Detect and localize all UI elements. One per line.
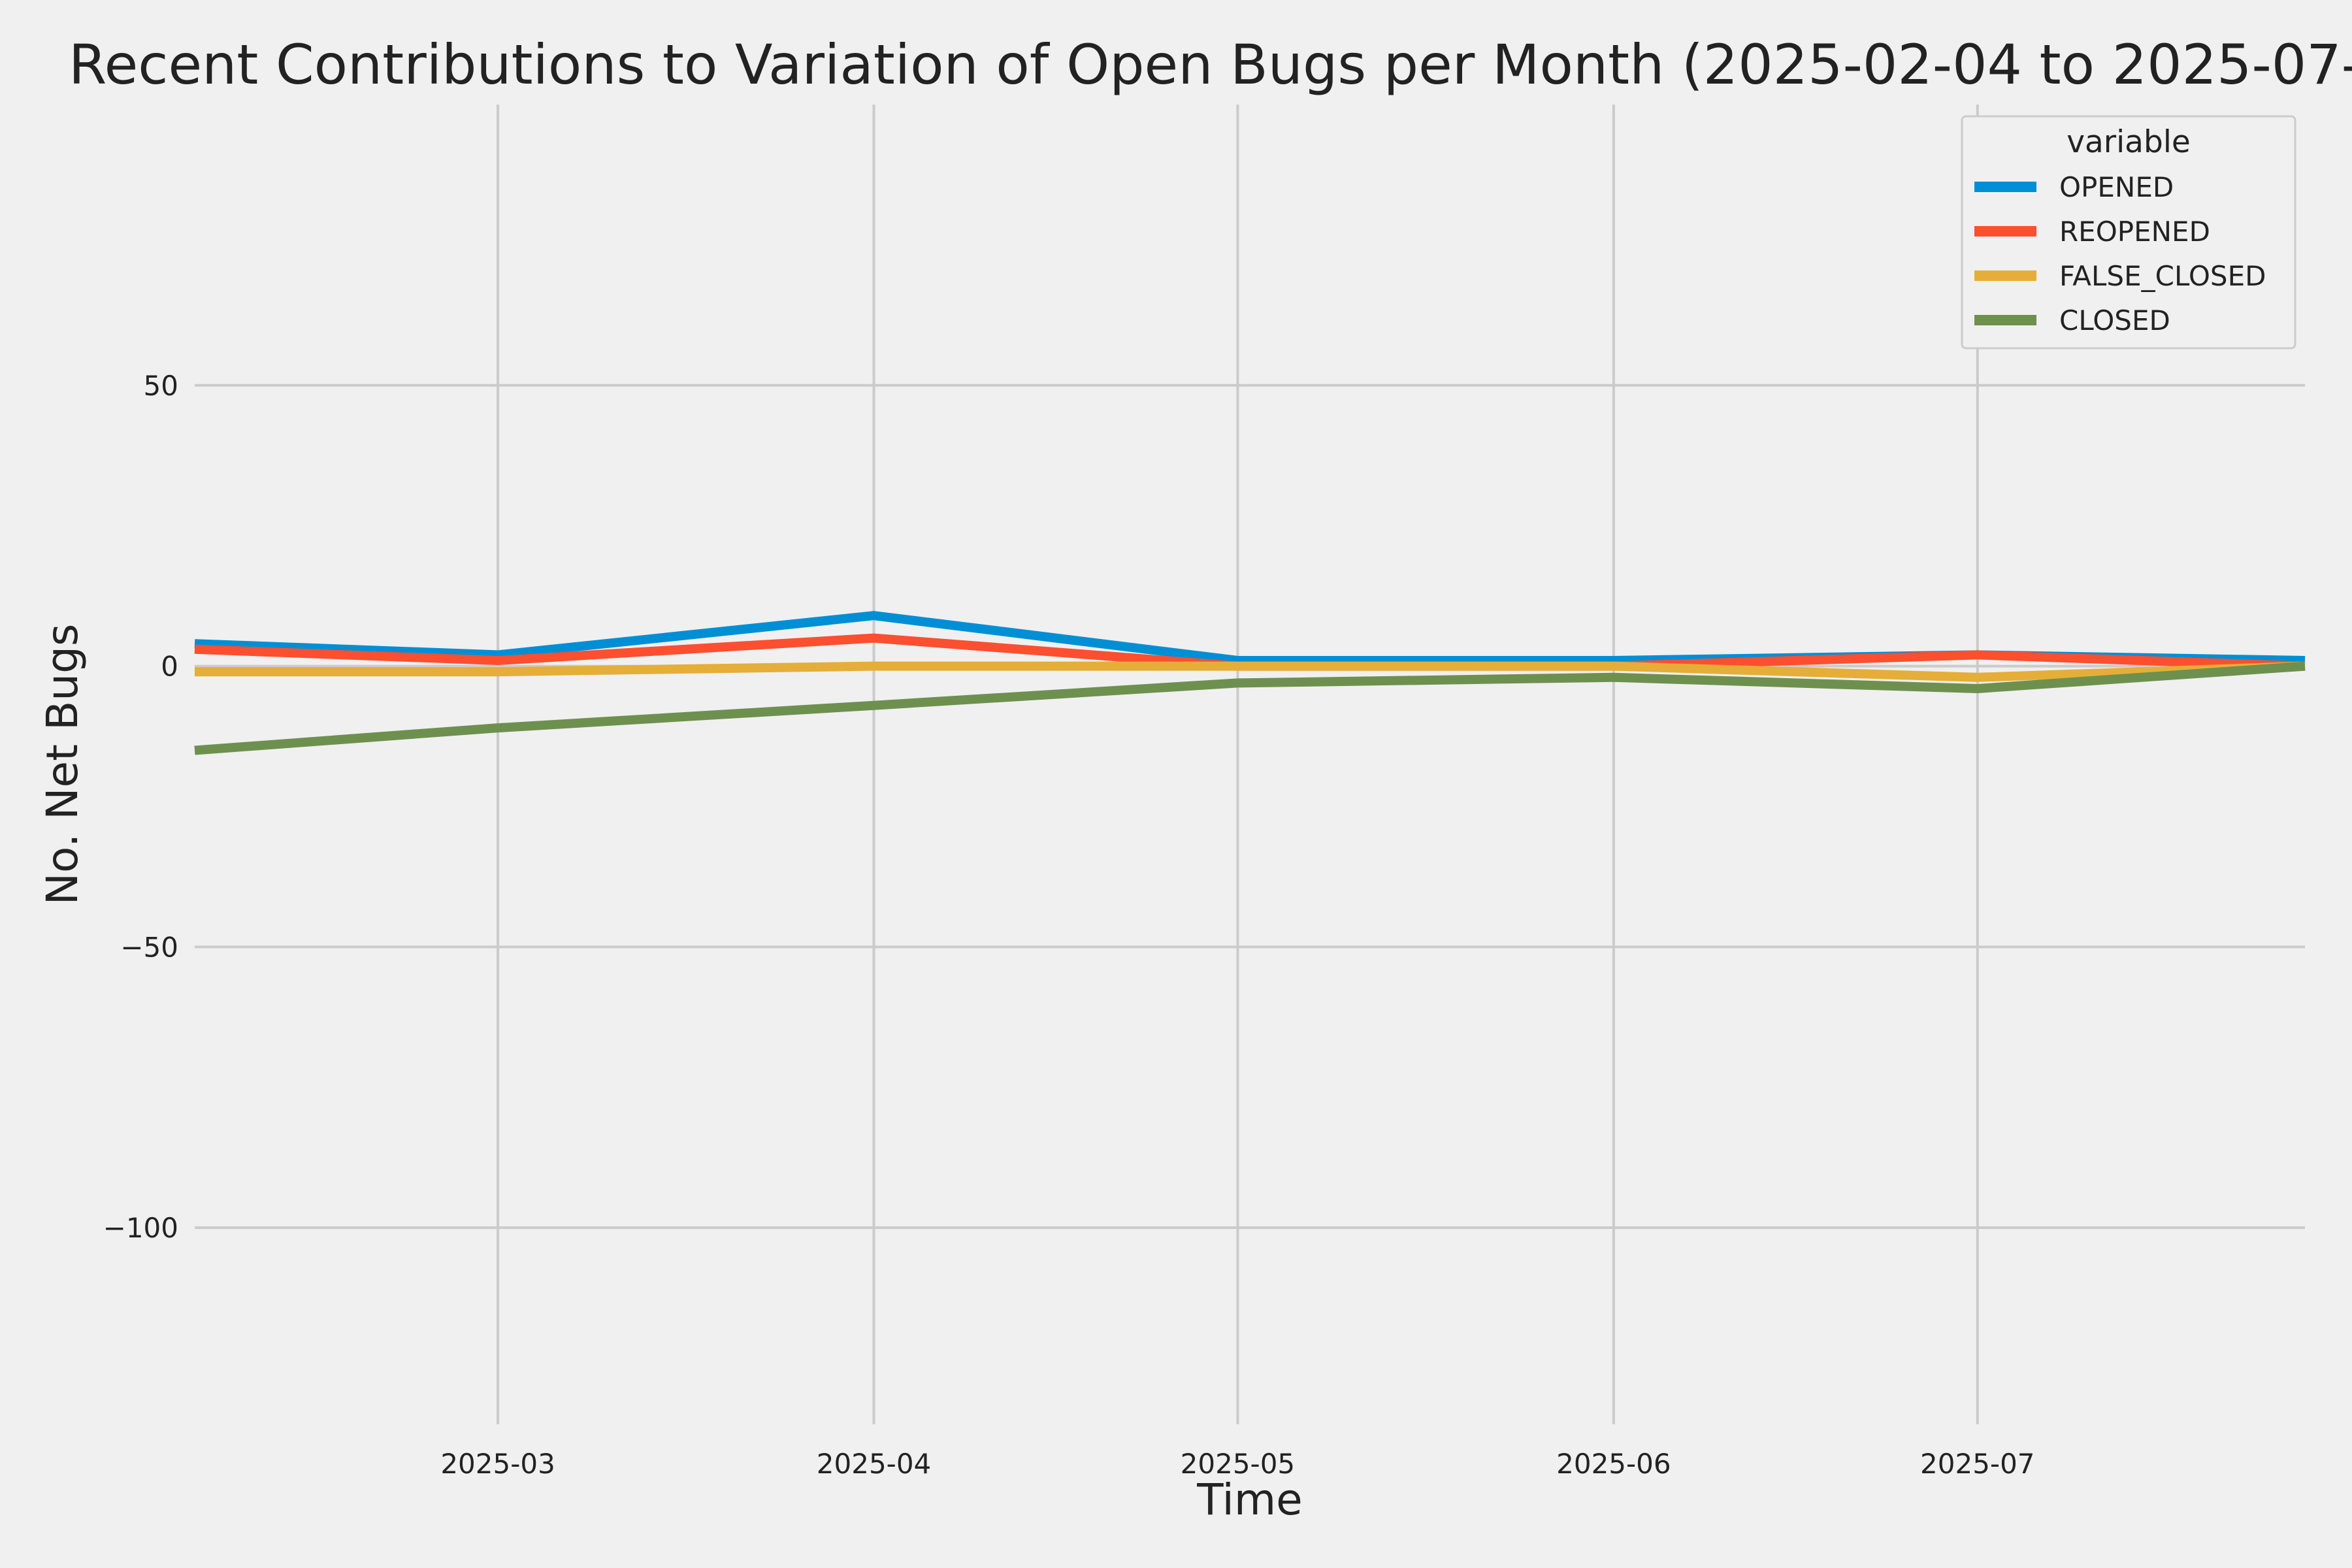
legend-label: FALSE_CLOSED xyxy=(2059,260,2266,292)
x-tick-label: 2025-06 xyxy=(1556,1448,1671,1480)
y-tick-label: −50 xyxy=(120,931,178,963)
legend-box xyxy=(1961,115,2296,350)
chart-title: Recent Contributions to Variation of Ope… xyxy=(69,33,2352,97)
y-tick-label: 50 xyxy=(144,370,178,402)
series-lines xyxy=(194,611,2306,755)
legend-label: REOPENED xyxy=(2059,216,2210,248)
axes: 50 0 −50 −100 2025-03 2025-04 2025-05 2025-06 20… xyxy=(103,370,2035,1480)
y-axis-label: No. Net Bugs xyxy=(37,624,88,906)
y-tick-label: 0 xyxy=(161,651,178,683)
x-tick-label: 2025-04 xyxy=(817,1448,932,1480)
x-axis-label: Time xyxy=(1196,1475,1303,1525)
legend: variable OPENED REOPENED FALSE_CLOSED CLOSE… xyxy=(1961,115,2296,350)
legend-label: CLOSED xyxy=(2059,304,2170,336)
x-tick-label: 2025-05 xyxy=(1181,1448,1296,1480)
grid xyxy=(195,105,2305,1424)
y-tick-label: −100 xyxy=(103,1212,178,1244)
series-line-closed xyxy=(194,661,2306,755)
legend-items: OPENED REOPENED FALSE_CLOSED CLOSED xyxy=(1974,171,2266,336)
x-tick-label: 2025-07 xyxy=(1920,1448,2035,1480)
x-tick-label: 2025-03 xyxy=(440,1448,555,1480)
legend-title: variable xyxy=(2066,124,2191,160)
legend-label: OPENED xyxy=(2059,171,2174,203)
series-line-false-closed xyxy=(195,661,2306,682)
